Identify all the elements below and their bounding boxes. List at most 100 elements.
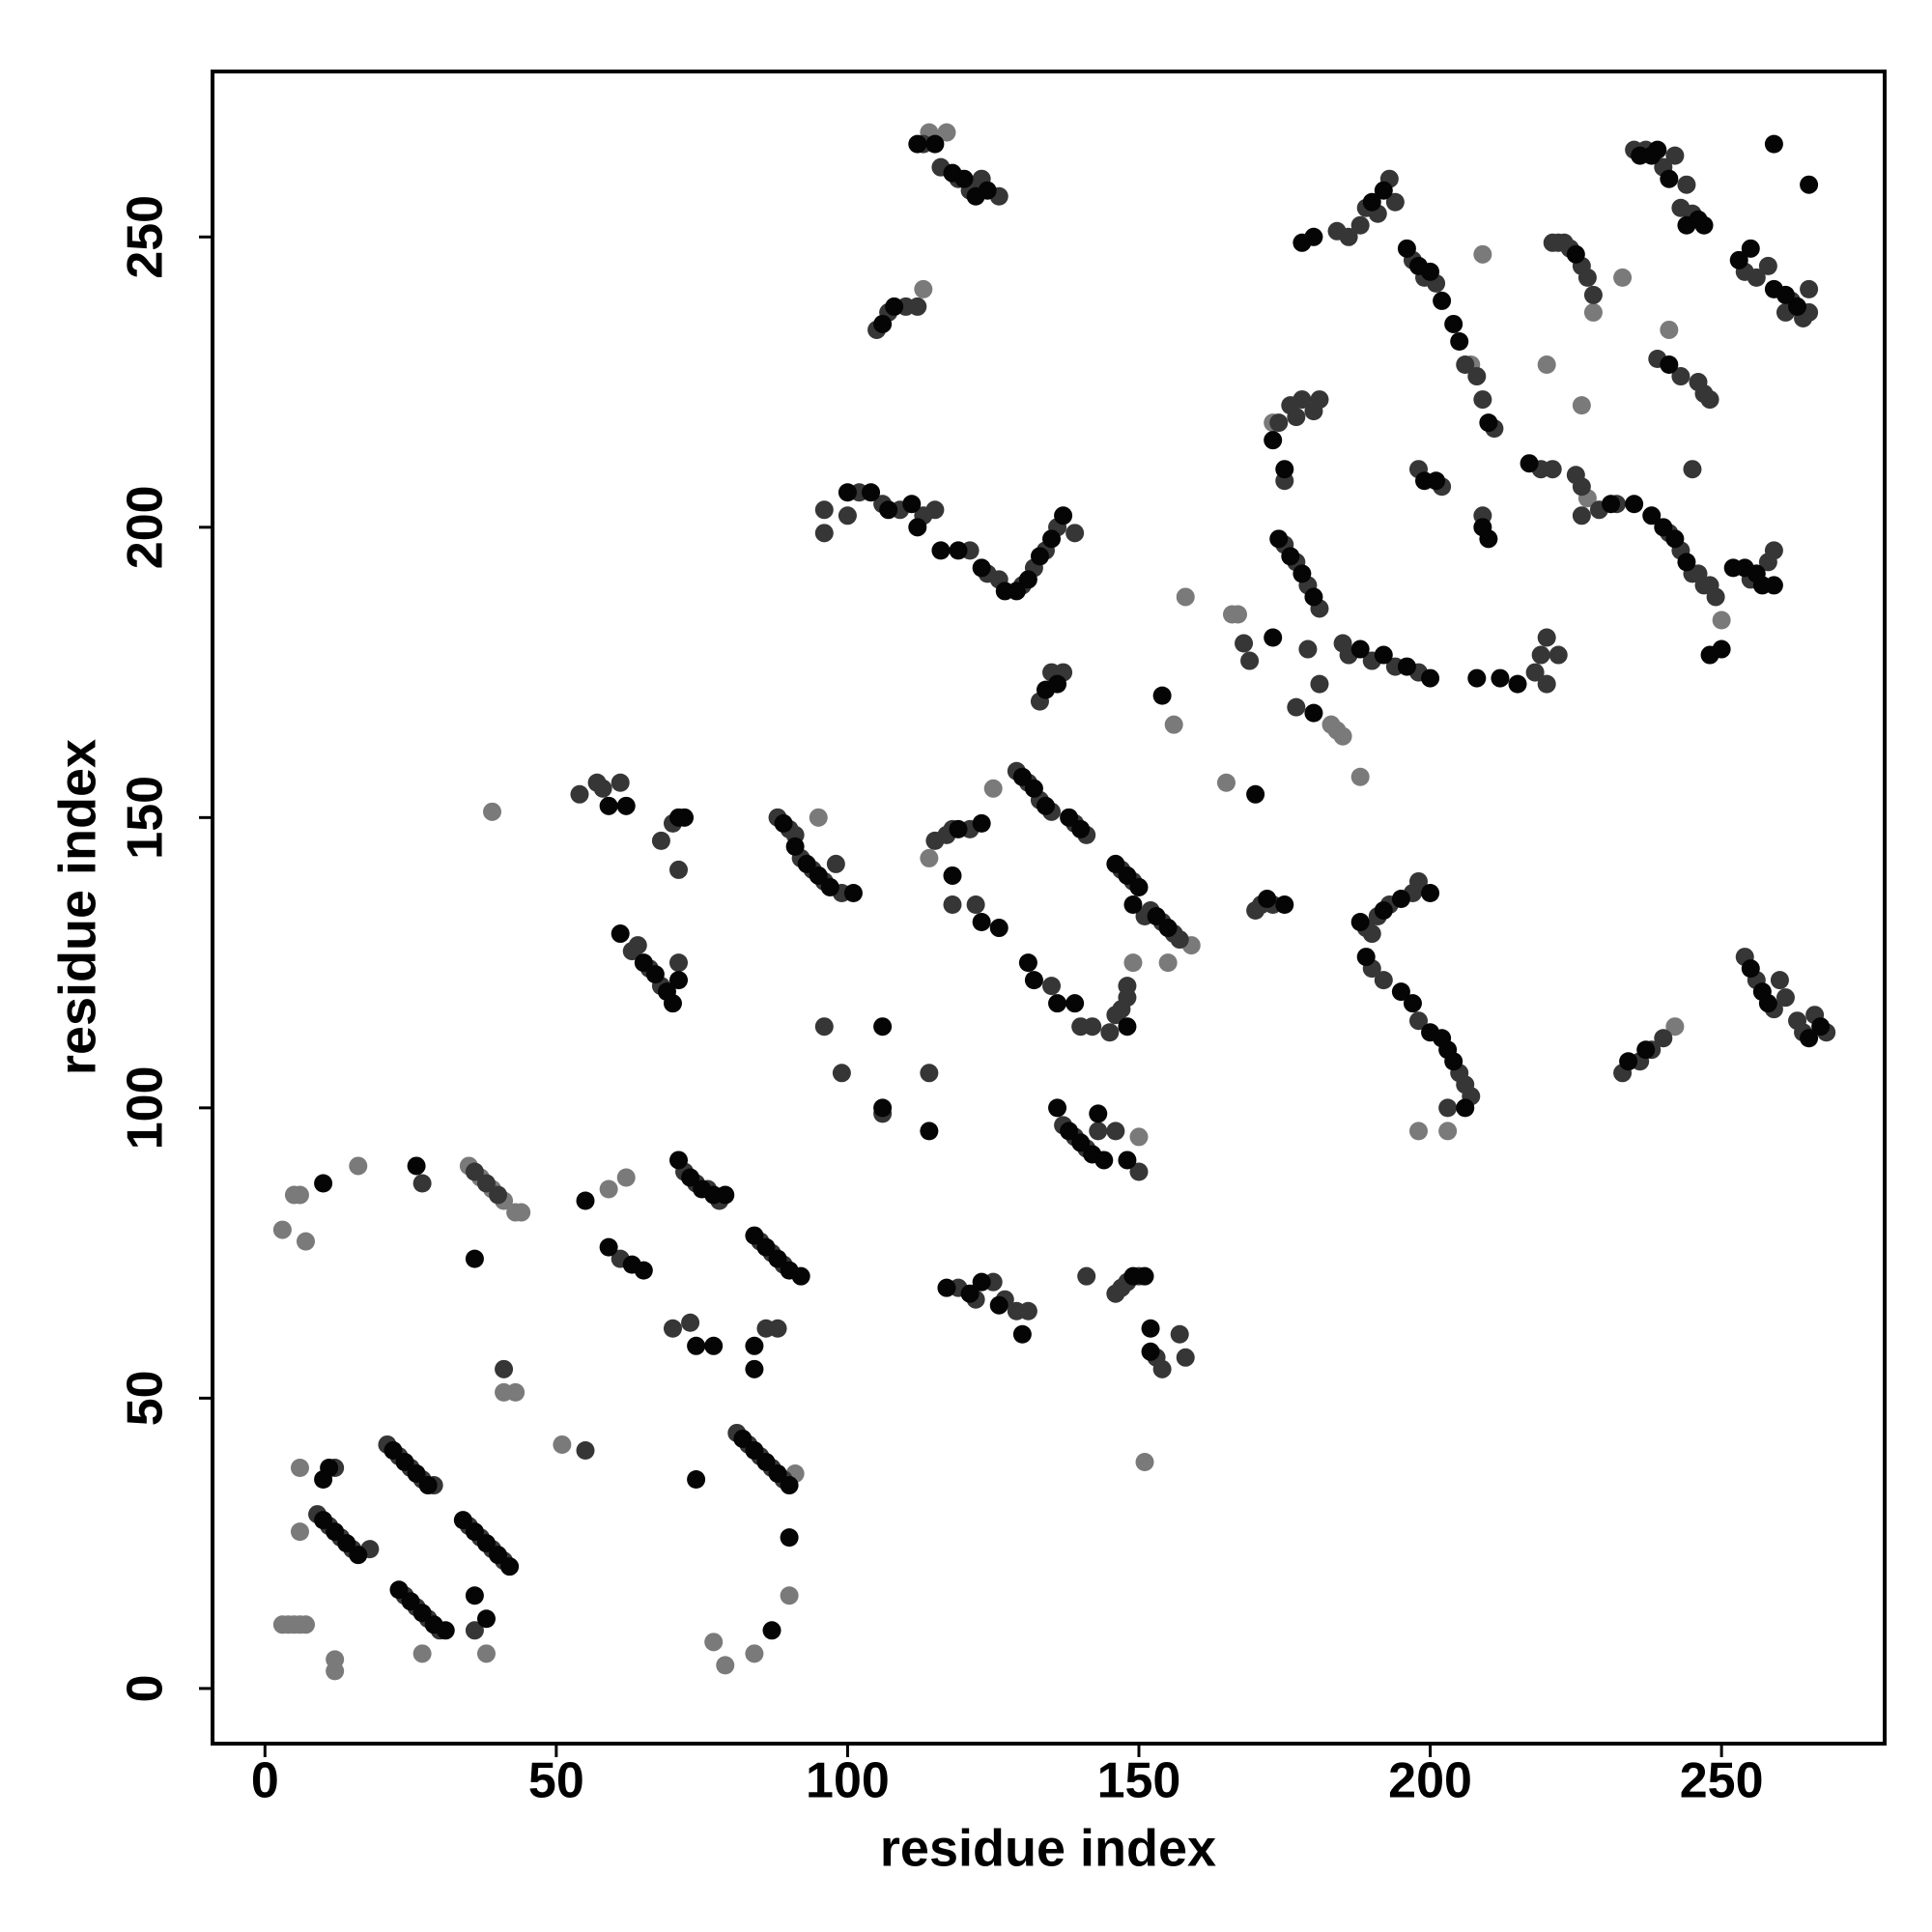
- point: [645, 965, 665, 984]
- point: [826, 854, 845, 873]
- point: [814, 524, 834, 543]
- point: [1229, 605, 1248, 624]
- point: [1083, 1017, 1102, 1037]
- point: [1660, 320, 1679, 339]
- point: [663, 1319, 682, 1338]
- point: [1118, 977, 1137, 996]
- point: [1240, 651, 1260, 670]
- point: [1421, 262, 1440, 281]
- point: [1712, 639, 1731, 659]
- point: [1654, 1029, 1673, 1048]
- point: [809, 808, 828, 827]
- point: [989, 1295, 1009, 1315]
- point: [297, 1232, 316, 1251]
- point: [628, 936, 647, 955]
- point: [1141, 1319, 1160, 1338]
- point: [1525, 663, 1545, 682]
- point: [1170, 1324, 1189, 1344]
- point: [349, 1156, 368, 1176]
- point: [1741, 959, 1760, 979]
- point: [418, 1476, 438, 1495]
- point: [1800, 1029, 1819, 1048]
- point: [1350, 639, 1370, 659]
- point: [1269, 413, 1289, 433]
- point: [785, 837, 805, 856]
- point: [1310, 674, 1329, 694]
- point: [489, 1546, 508, 1565]
- point: [616, 796, 636, 815]
- point: [1642, 506, 1662, 526]
- point: [1030, 547, 1049, 566]
- point: [1012, 767, 1032, 786]
- point: [1118, 1017, 1137, 1037]
- point: [483, 802, 502, 821]
- point: [634, 1261, 653, 1280]
- point: [1293, 564, 1312, 583]
- point: [290, 1522, 309, 1542]
- point: [1648, 140, 1667, 159]
- point: [972, 1272, 991, 1292]
- point: [843, 883, 863, 902]
- point: [1024, 971, 1043, 990]
- point: [879, 500, 898, 520]
- point: [1408, 871, 1428, 891]
- point: [1065, 524, 1085, 543]
- point: [1467, 668, 1487, 688]
- point: [972, 558, 991, 578]
- point: [1310, 390, 1329, 410]
- point: [1147, 907, 1166, 926]
- point: [1444, 314, 1463, 333]
- point: [1304, 227, 1323, 246]
- x-tick-label: 50: [528, 1753, 584, 1809]
- point: [1391, 982, 1410, 1002]
- point: [1712, 611, 1731, 630]
- x-tick-label: 250: [1680, 1753, 1764, 1809]
- point: [1350, 767, 1370, 786]
- point: [925, 500, 945, 520]
- point: [476, 1644, 496, 1663]
- point: [1012, 1324, 1032, 1344]
- point: [1350, 215, 1370, 235]
- point: [762, 1621, 781, 1640]
- point: [465, 1249, 484, 1268]
- point: [1700, 390, 1719, 410]
- point: [1689, 564, 1708, 583]
- point: [465, 1522, 484, 1542]
- point: [1298, 639, 1318, 659]
- point: [1758, 256, 1777, 275]
- point: [1438, 1098, 1458, 1118]
- point: [937, 1278, 956, 1297]
- point: [704, 1633, 724, 1652]
- point: [651, 831, 670, 850]
- point: [1543, 460, 1562, 479]
- point: [1572, 477, 1591, 497]
- point: [326, 1522, 345, 1542]
- point: [1706, 587, 1725, 607]
- point: [920, 848, 939, 867]
- point: [1583, 285, 1603, 304]
- point: [954, 169, 974, 188]
- point: [972, 913, 991, 932]
- point: [669, 1151, 689, 1170]
- point: [1625, 495, 1644, 514]
- point: [832, 1064, 851, 1083]
- point: [1018, 1301, 1037, 1321]
- point: [1152, 686, 1172, 705]
- point: [1235, 634, 1254, 653]
- point: [1264, 431, 1283, 450]
- point: [1613, 268, 1633, 287]
- point: [1677, 175, 1696, 194]
- point: [681, 1168, 700, 1187]
- point: [873, 1098, 893, 1118]
- point: [1788, 297, 1807, 316]
- point: [745, 1226, 764, 1245]
- x-tick-label: 150: [1097, 1753, 1181, 1809]
- point: [1683, 460, 1702, 479]
- point: [1176, 1348, 1195, 1367]
- point: [1048, 1098, 1067, 1118]
- point: [465, 1621, 484, 1640]
- point: [1293, 390, 1312, 410]
- point: [1135, 1452, 1154, 1471]
- point: [1258, 889, 1277, 908]
- point: [1456, 1098, 1475, 1118]
